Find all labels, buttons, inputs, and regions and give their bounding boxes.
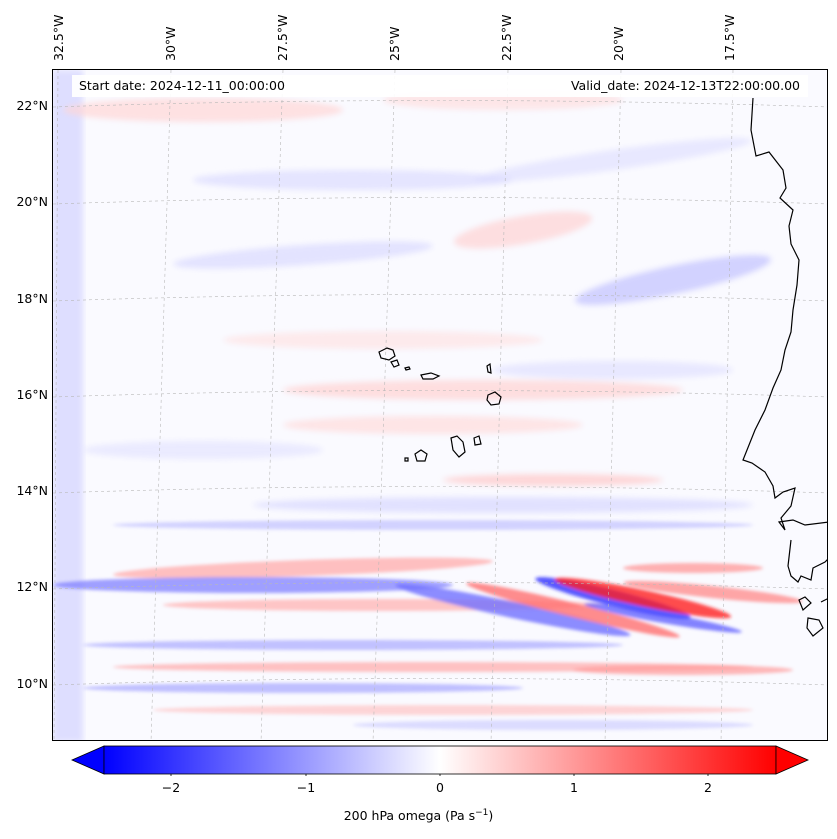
colorbar-title: 200 hPa omega (Pa s−1): [0, 808, 837, 823]
lon-label: 20°W: [611, 26, 626, 61]
lat-label: 20°N: [16, 194, 48, 209]
lat-label: 14°N: [16, 483, 48, 498]
lon-label: 25°W: [387, 26, 402, 61]
colorbar-tick-label: −2: [161, 780, 181, 795]
colorbar-ticks: [170, 774, 709, 776]
lat-label: 16°N: [16, 387, 48, 402]
lower-bands: [53, 520, 803, 730]
lon-label: 27.5°W: [275, 14, 290, 61]
colorbar: [71, 745, 809, 776]
colorbar-tick-label: 2: [704, 780, 712, 795]
lon-label: 30°W: [163, 26, 178, 61]
colorbar-tick-label: 0: [436, 780, 444, 795]
colorbar-title-unit-exponent: −1: [475, 808, 489, 818]
colorbar-extend-min: [71, 745, 105, 775]
colorbar-extend-max: [775, 745, 809, 775]
lat-label: 10°N: [16, 676, 48, 691]
lat-label: 22°N: [16, 98, 48, 113]
lon-label: 17.5°W: [722, 14, 737, 61]
colorbar-title-end: ): [488, 808, 494, 824]
blue-band: [53, 70, 83, 740]
lat-label: 12°N: [16, 579, 48, 594]
colorbar-tick-label: −1: [296, 780, 316, 795]
omega-field: [53, 70, 827, 740]
lon-label: 22.5°W: [499, 14, 514, 61]
lat-label: 18°N: [16, 291, 48, 306]
colorbar-tick-label: 1: [570, 780, 578, 795]
african-coastline: [742, 97, 827, 637]
valid-date-label: Valid_date: 2024-12-13T22:00:00.00: [570, 78, 800, 93]
start-date-label: Start date: 2024-12-11_00:00:00: [79, 78, 285, 93]
lon-label: 32.5°W: [51, 14, 66, 61]
gridlines: [53, 70, 827, 740]
colorbar-body: [103, 745, 777, 775]
cape-verde-islands: [378, 347, 502, 462]
info-bar: [72, 75, 808, 97]
colorbar-title-main: 200 hPa omega (Pa s: [343, 808, 476, 824]
map-panel: [52, 69, 828, 741]
